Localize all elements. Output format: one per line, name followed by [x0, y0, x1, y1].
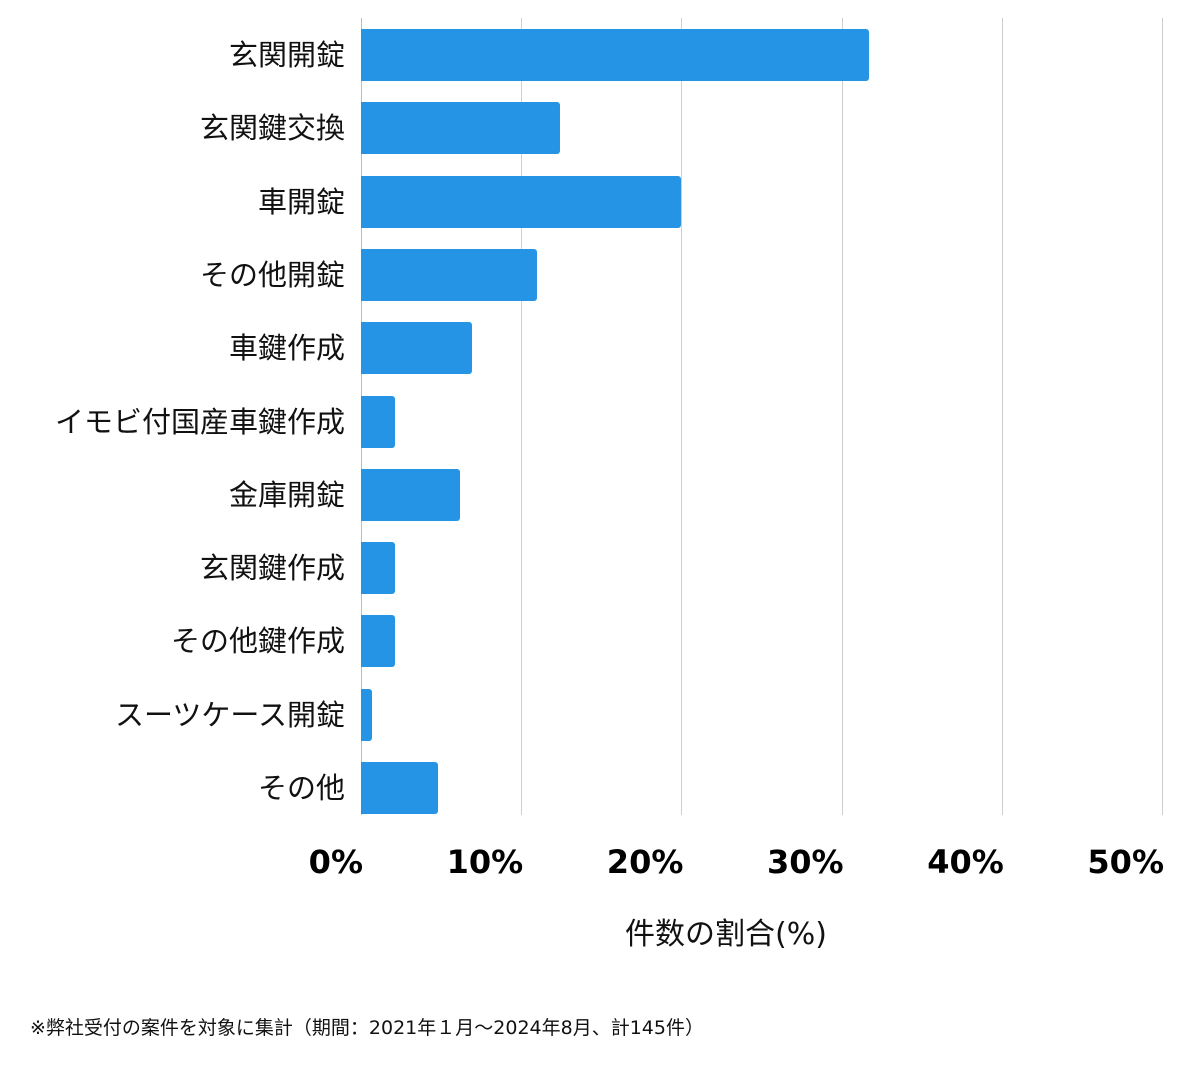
category-label: 金庫開錠 [228, 477, 345, 512]
category-label: その他開錠 [199, 257, 345, 292]
bar-row [361, 102, 1162, 155]
bar[interactable] [361, 762, 438, 814]
bar[interactable] [361, 688, 373, 741]
gridline [521, 18, 523, 815]
gridline [681, 18, 683, 815]
bar[interactable] [361, 322, 472, 375]
bar-row [361, 688, 1162, 741]
x-tick-label: 10% [446, 843, 524, 881]
bar-row [361, 468, 1162, 521]
plot-area [361, 18, 1163, 815]
bar[interactable] [361, 615, 395, 668]
bar-row [361, 615, 1162, 668]
bar-row [361, 248, 1162, 301]
bar[interactable] [361, 29, 869, 81]
bar-row [361, 175, 1162, 228]
x-axis-title: 件数の割合(%) [625, 917, 827, 952]
x-tick-label: 30% [767, 843, 844, 881]
category-label: イモビ付国産車鍵作成 [54, 404, 345, 439]
bar[interactable] [361, 175, 682, 228]
category-label: 車鍵作成 [228, 331, 345, 366]
bar[interactable] [361, 395, 395, 448]
x-tick-label: 50% [1087, 843, 1164, 881]
bar-row [361, 395, 1162, 448]
category-label: その他鍵作成 [170, 624, 345, 659]
x-tick-label: 40% [927, 843, 1004, 881]
x-tick-label: 0% [308, 843, 363, 881]
category-label: 車開錠 [257, 184, 345, 219]
category-label: スーツケース開錠 [115, 697, 345, 732]
bar[interactable] [361, 248, 538, 301]
gridline [1162, 18, 1163, 815]
category-label: 玄関開錠 [228, 38, 345, 72]
bar-row [361, 542, 1162, 595]
category-label: 玄関鍵交換 [199, 111, 345, 146]
bar-row [361, 29, 1162, 81]
bar-row [361, 762, 1162, 814]
bar-row [361, 322, 1162, 375]
gridline [1001, 18, 1003, 815]
bar[interactable] [361, 468, 461, 521]
category-label: 玄関鍵作成 [199, 551, 345, 586]
x-tick-label: 20% [606, 843, 684, 881]
bar[interactable] [361, 102, 560, 155]
gridline [841, 18, 843, 815]
bar[interactable] [361, 542, 395, 595]
footnote: ※弊社受付の案件を対象に集計（期間：2021年１月～2024年8月、計145件） [30, 1017, 704, 1039]
category-label: その他 [257, 771, 345, 805]
